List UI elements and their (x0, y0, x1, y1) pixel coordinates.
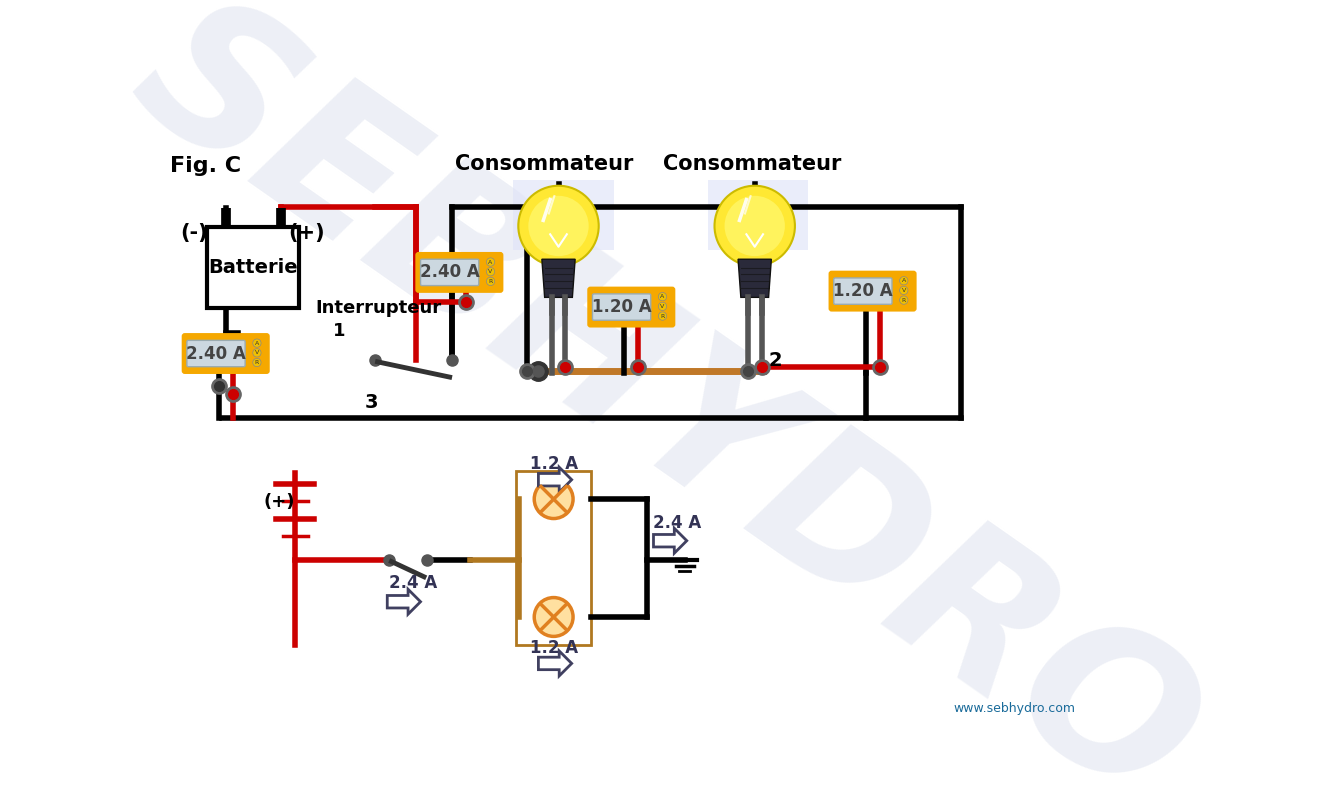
Circle shape (724, 195, 784, 256)
Text: 1.2 A: 1.2 A (530, 639, 578, 657)
Polygon shape (538, 467, 571, 492)
Text: Consommateur: Consommateur (664, 154, 842, 174)
Bar (514, 180, 614, 250)
Text: Interrupteur: Interrupteur (316, 299, 443, 317)
Text: 1.20 A: 1.20 A (591, 298, 652, 316)
FancyBboxPatch shape (830, 272, 916, 311)
Circle shape (534, 480, 573, 518)
Text: 2.40 A: 2.40 A (186, 345, 245, 363)
Bar (708, 180, 809, 250)
Text: Consommateur: Consommateur (456, 154, 634, 174)
Text: V: V (488, 269, 492, 274)
Bar (207, 227, 299, 308)
Text: (+): (+) (288, 223, 325, 243)
Circle shape (900, 277, 908, 285)
Circle shape (534, 598, 573, 637)
Circle shape (252, 349, 261, 357)
Text: 1.2 A: 1.2 A (530, 455, 578, 474)
Circle shape (252, 358, 261, 367)
Circle shape (658, 303, 666, 311)
Circle shape (900, 286, 908, 294)
Circle shape (487, 268, 495, 276)
Text: 3: 3 (365, 393, 378, 412)
Text: A: A (255, 341, 259, 345)
Text: A: A (660, 294, 665, 299)
FancyBboxPatch shape (421, 260, 479, 285)
Text: R: R (901, 298, 907, 303)
Text: (+): (+) (264, 493, 295, 511)
Polygon shape (538, 651, 571, 676)
Text: R: R (255, 360, 259, 365)
Text: V: V (901, 288, 907, 293)
Text: 2.4 A: 2.4 A (389, 574, 437, 592)
Circle shape (518, 186, 598, 266)
Circle shape (252, 339, 261, 347)
Circle shape (900, 296, 908, 304)
Text: Fig. C: Fig. C (169, 156, 240, 176)
Text: 2: 2 (768, 351, 782, 370)
Text: www.sebhydro.com: www.sebhydro.com (953, 702, 1075, 715)
Text: Batterie: Batterie (208, 259, 298, 277)
Polygon shape (388, 590, 421, 614)
Text: SEBHYDRO: SEBHYDRO (101, 0, 1231, 811)
Text: V: V (660, 304, 665, 309)
Circle shape (487, 277, 495, 285)
FancyBboxPatch shape (186, 341, 245, 367)
Text: 1.20 A: 1.20 A (833, 282, 893, 300)
Polygon shape (653, 528, 687, 553)
Text: A: A (901, 278, 907, 283)
FancyBboxPatch shape (182, 334, 268, 373)
Text: (-): (-) (181, 223, 208, 243)
Circle shape (658, 293, 666, 301)
FancyBboxPatch shape (416, 253, 503, 292)
Text: R: R (488, 279, 492, 284)
Text: A: A (488, 260, 492, 264)
FancyBboxPatch shape (834, 278, 892, 304)
Circle shape (715, 186, 795, 266)
Polygon shape (542, 260, 575, 298)
Polygon shape (738, 260, 771, 298)
Text: R: R (660, 314, 665, 319)
Circle shape (658, 312, 666, 320)
Circle shape (487, 258, 495, 266)
Bar (516, 471, 591, 645)
Text: 2.40 A: 2.40 A (420, 264, 480, 281)
Text: V: V (255, 350, 259, 355)
FancyBboxPatch shape (593, 294, 650, 320)
FancyBboxPatch shape (589, 288, 675, 327)
Circle shape (528, 195, 589, 256)
Text: 1: 1 (333, 322, 346, 340)
Text: 2.4 A: 2.4 A (653, 514, 701, 532)
